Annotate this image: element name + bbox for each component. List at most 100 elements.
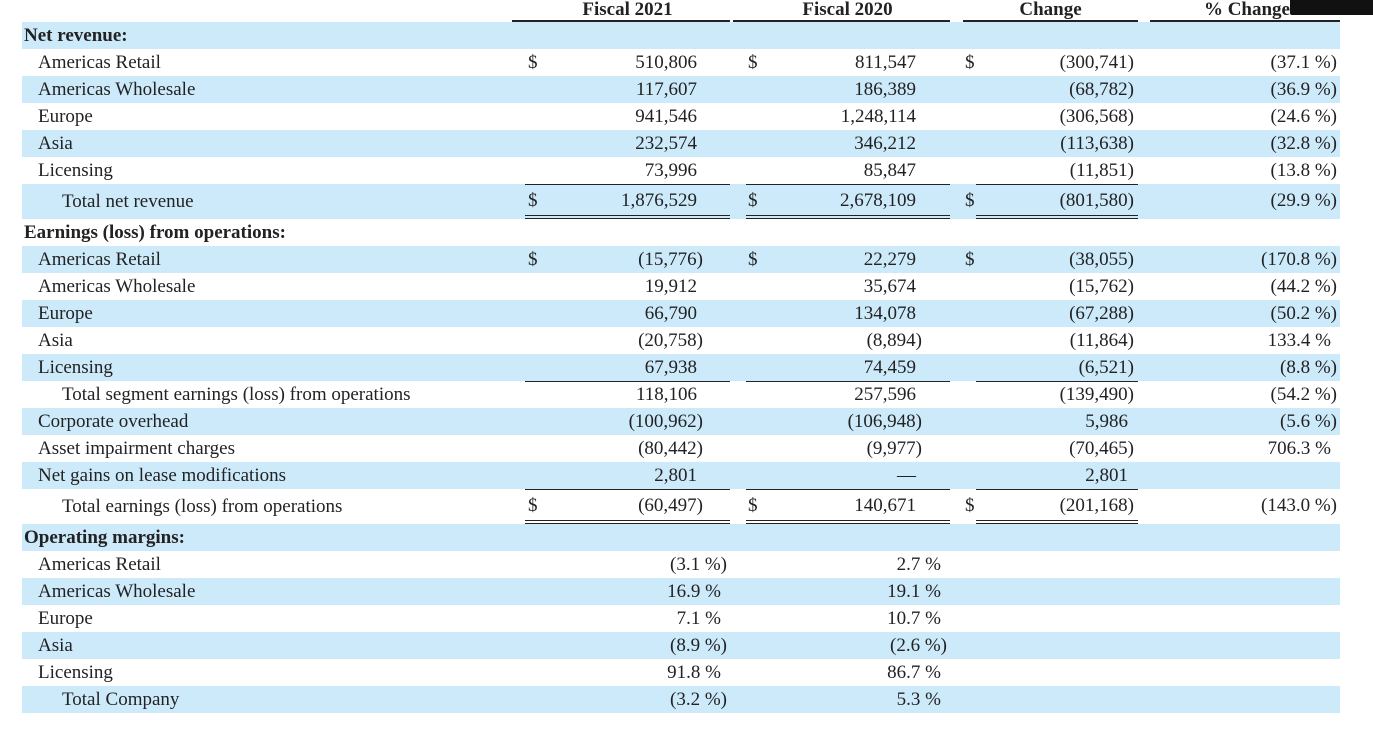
table-row: Asia (8.9 %) (2.6 %)	[22, 632, 1340, 659]
dollar-sign: $	[748, 249, 758, 270]
cell-value: (300,741)	[1059, 52, 1134, 73]
cell-value: (15,776)	[638, 249, 703, 270]
dollar-sign: $	[965, 190, 975, 211]
row-label: Americas Wholesale	[38, 581, 196, 602]
double-rule	[976, 215, 1138, 216]
cell-value: 66,790	[644, 303, 697, 324]
double-rule	[746, 520, 950, 521]
dollar-sign: $	[965, 495, 975, 516]
header-label: Fiscal 2021	[582, 0, 673, 20]
row-label: Net gains on lease modifications	[38, 465, 286, 486]
row-label: Europe	[38, 608, 93, 629]
cell-value: (801,580)	[1059, 190, 1134, 211]
cell-value: (24.6 %)	[1270, 106, 1337, 127]
dollar-sign: $	[528, 495, 538, 516]
cell-value: 86.7 %	[887, 662, 941, 683]
cell-value: 91.8 %	[667, 662, 721, 683]
cell-value: (15,762)	[1069, 276, 1134, 297]
row-label: Corporate overhead	[38, 411, 189, 432]
dollar-sign: $	[528, 52, 538, 73]
cell-value: 67,938	[644, 357, 697, 378]
cell-value: 2,678,109	[840, 190, 916, 211]
table-row: Earnings (loss) from operations:	[22, 219, 1340, 246]
overlay-box	[1290, 0, 1373, 15]
cell-value: (106,948)	[847, 411, 922, 432]
row-label: Asset impairment charges	[38, 438, 235, 459]
header-label: Change	[1019, 0, 1082, 20]
cell-value: (44.2 %)	[1270, 276, 1337, 297]
row-label: Licensing	[38, 357, 113, 378]
cell-value: 7.1 %	[676, 608, 721, 629]
row-label: Total earnings (loss) from operations	[62, 496, 343, 517]
row-label: Asia	[38, 635, 73, 656]
cell-value: 5,986	[1085, 411, 1128, 432]
row-label: Americas Retail	[38, 249, 161, 270]
row-label: Licensing	[38, 662, 113, 683]
subtotal-rule	[976, 381, 1138, 382]
table-row: Licensing 91.8 % 86.7 %	[22, 659, 1340, 686]
table-row: Corporate overhead (100,962) (106,948) 5,98…	[22, 408, 1340, 435]
row-label: Americas Retail	[38, 554, 161, 575]
cell-value: (13.8 %)	[1270, 160, 1337, 181]
cell-value: (11,851)	[1069, 160, 1134, 181]
subtotal-rule	[976, 184, 1138, 185]
cell-value: 10.7 %	[887, 608, 941, 629]
cell-value: (3.1 %)	[670, 554, 727, 575]
table-row: Operating margins:	[22, 524, 1340, 551]
cell-value: (9,977)	[866, 438, 922, 459]
double-rule	[525, 520, 730, 521]
cell-value: (170.8 %)	[1261, 249, 1337, 270]
row-label: Net revenue:	[24, 25, 128, 46]
double-rule	[746, 218, 950, 219]
table-row: Americas Wholesale 19,912 35,674 (15,762) (4…	[22, 273, 1340, 300]
cell-value: (8,894)	[866, 330, 922, 351]
cell-value: 85,847	[863, 160, 916, 181]
dollar-sign: $	[528, 249, 538, 270]
table-row: Asia 232,574 346,212 (113,638) (32.8 %)	[22, 130, 1340, 157]
cell-value: 941,546	[635, 106, 697, 127]
cell-value: (29.9 %)	[1270, 190, 1337, 211]
cell-value: —	[897, 465, 916, 486]
table-row: Licensing 73,996 85,847 (11,851) (13.8 %)	[22, 157, 1340, 184]
table-row: Net gains on lease modifications 2,801 — 2,…	[22, 462, 1340, 489]
row-label: Licensing	[38, 160, 113, 181]
cell-value: 2,801	[1085, 465, 1128, 486]
table-row: Americas Retail $510,806 $811,547 $ (300,741…	[22, 49, 1340, 76]
subtotal-rule	[525, 381, 730, 382]
cell-value: 118,106	[635, 384, 697, 405]
cell-value: 257,596	[854, 384, 916, 405]
dollar-sign: $	[965, 52, 975, 73]
row-label: Europe	[38, 106, 93, 127]
cell-value: 706.3 %	[1267, 438, 1331, 459]
double-rule	[976, 520, 1138, 521]
cell-value: 74,459	[863, 357, 916, 378]
cell-value: (20,758)	[638, 330, 703, 351]
cell-value: (70,465)	[1069, 438, 1134, 459]
cell-value: (32.8 %)	[1270, 133, 1337, 154]
cell-value: 16.9 %	[667, 581, 721, 602]
header-rule	[1150, 20, 1340, 22]
double-rule	[525, 523, 730, 524]
cell-value: 1,876,529	[621, 190, 697, 211]
cell-value: (113,638)	[1060, 133, 1134, 154]
cell-value: 811,547	[854, 52, 916, 73]
cell-value: 117,607	[635, 79, 697, 100]
double-rule	[746, 215, 950, 216]
cell-value: (143.0 %)	[1261, 495, 1337, 516]
row-label: Total segment earnings (loss) from opera…	[62, 384, 411, 405]
cell-value: (68,782)	[1069, 79, 1134, 100]
cell-value: (2.6 %)	[890, 635, 947, 656]
double-rule	[746, 523, 950, 524]
subtotal-rule	[976, 489, 1138, 490]
dollar-sign: $	[748, 495, 758, 516]
cell-value: 133.4 %	[1267, 330, 1331, 351]
cell-value: (60,497)	[638, 495, 703, 516]
cell-value: 19.1 %	[887, 581, 941, 602]
header-fiscal-2020: Fiscal 2020	[745, 0, 950, 22]
table-row: Total Company (3.2 %) 5.3 %	[22, 686, 1340, 713]
row-label: Americas Wholesale	[38, 79, 196, 100]
row-label: Operating margins:	[24, 527, 185, 548]
header-rule	[512, 20, 730, 22]
cell-value: 346,212	[854, 133, 916, 154]
table-row: Licensing 67,938 74,459 (6,521) (8.8 %)	[22, 354, 1340, 381]
